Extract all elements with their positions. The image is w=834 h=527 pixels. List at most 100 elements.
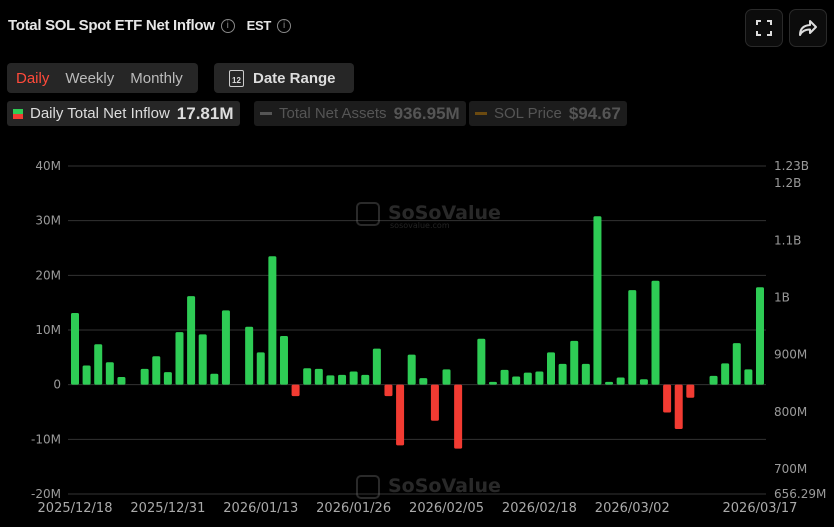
y2-tick-label: 700M — [774, 462, 807, 476]
bar — [291, 384, 300, 397]
legend-value: 936.95M — [393, 103, 460, 123]
bar — [140, 368, 149, 385]
bar — [163, 372, 172, 385]
bar — [419, 378, 428, 385]
bar — [221, 310, 230, 385]
bar — [210, 373, 219, 385]
bar — [628, 290, 637, 385]
bar — [755, 287, 764, 385]
bar — [732, 343, 741, 385]
share-icon — [799, 20, 817, 36]
x-tick-label: 2026/03/17 — [723, 501, 798, 516]
watermark: SoSoValue sosovalue.com SoSoValue — [356, 202, 501, 499]
x-tick-label: 2026/02/18 — [502, 501, 577, 516]
bar — [651, 280, 660, 385]
bar — [71, 313, 79, 385]
fullscreen-button[interactable] — [745, 9, 783, 47]
bar — [709, 375, 718, 385]
bar — [187, 296, 196, 385]
bar — [558, 363, 567, 385]
y-tick-label: 30M — [35, 214, 61, 228]
x-tick-label: 2025/12/31 — [130, 501, 205, 516]
chart-title: Total SOL Spot ETF Net Inflow i EST i — [8, 17, 291, 34]
bar — [198, 334, 207, 385]
y2-tick-label: 900M — [774, 348, 807, 362]
legend-label: Total Net Assets — [279, 105, 387, 122]
bar — [570, 340, 579, 385]
bar — [105, 362, 114, 385]
y-tick-label: -20M — [31, 487, 61, 501]
timezone-label[interactable]: EST — [246, 18, 272, 33]
legend-swatch — [260, 112, 272, 115]
svg-text:SoSoValue: SoSoValue — [388, 202, 501, 224]
info-icon[interactable]: i — [220, 18, 235, 33]
legend-swatch — [13, 108, 23, 119]
bar — [500, 369, 509, 385]
legend-sol-price[interactable]: SOL Price $94.67 — [469, 101, 627, 126]
bar — [245, 326, 254, 385]
y2-tick-label: 656.29M — [774, 487, 826, 501]
bar — [535, 371, 544, 385]
bar — [372, 348, 381, 385]
x-tick-label: 2026/02/05 — [409, 501, 484, 516]
bar — [396, 384, 405, 446]
bar — [326, 375, 335, 385]
x-tick-label: 2026/01/26 — [316, 501, 391, 516]
y-tick-label: 40M — [35, 159, 61, 173]
legend-daily-inflow[interactable]: Daily Total Net Inflow 17.81M — [7, 101, 240, 126]
share-button[interactable] — [789, 9, 827, 47]
bar — [639, 379, 648, 385]
bar — [117, 377, 126, 385]
x-tick-label: 2026/01/13 — [223, 501, 298, 516]
svg-text:SoSoValue: SoSoValue — [388, 475, 501, 497]
bar — [663, 384, 672, 413]
bar — [593, 216, 602, 385]
y2-tick-label: 1B — [774, 290, 790, 304]
title-text: Total SOL Spot ETF Net Inflow — [8, 17, 215, 34]
bar — [82, 365, 91, 385]
y-tick-label: 0 — [53, 378, 61, 392]
date-range-label: Date Range — [253, 69, 336, 87]
bar — [547, 352, 556, 385]
legend-value: $94.67 — [568, 103, 621, 123]
tab-monthly[interactable]: Monthly — [130, 69, 183, 87]
bar — [175, 332, 184, 385]
calendar-icon: 12 — [229, 69, 244, 87]
bar — [407, 354, 416, 385]
x-tick-label: 2025/12/18 — [38, 501, 113, 516]
y-tick-label: 10M — [35, 323, 61, 337]
y-tick-label: -10M — [31, 432, 61, 446]
bar — [430, 384, 439, 421]
y-tick-label: 20M — [35, 268, 61, 282]
bar — [616, 377, 625, 385]
timezone-info-icon[interactable]: i — [276, 18, 291, 33]
bar — [581, 363, 590, 385]
bar — [268, 256, 277, 385]
y2-tick-label: 1.23B — [774, 159, 809, 173]
bar — [94, 344, 103, 385]
bar — [338, 374, 347, 385]
legend-label: Daily Total Net Inflow — [30, 105, 170, 122]
bar — [477, 338, 486, 385]
bar — [442, 369, 451, 385]
bar — [454, 384, 463, 449]
bar — [512, 376, 521, 385]
legend-label: SOL Price — [494, 105, 562, 122]
bar — [523, 372, 532, 385]
bar — [152, 356, 161, 385]
svg-text:sosovalue.com: sosovalue.com — [390, 221, 450, 230]
bar — [744, 369, 753, 385]
x-tick-label: 2026/03/02 — [595, 501, 670, 516]
y2-tick-label: 1.2B — [774, 176, 801, 190]
tab-weekly[interactable]: Weekly — [65, 69, 115, 87]
y2-tick-label: 1.1B — [774, 233, 801, 247]
bar — [314, 368, 323, 385]
date-range-button[interactable]: 12 Date Range — [214, 63, 354, 93]
y2-tick-label: 800M — [774, 405, 807, 419]
bar — [279, 336, 288, 385]
legend-value: 17.81M — [176, 103, 234, 123]
legend-total-net-assets[interactable]: Total Net Assets 936.95M — [254, 101, 466, 126]
tab-daily[interactable]: Daily — [16, 69, 50, 87]
bar — [721, 363, 730, 385]
